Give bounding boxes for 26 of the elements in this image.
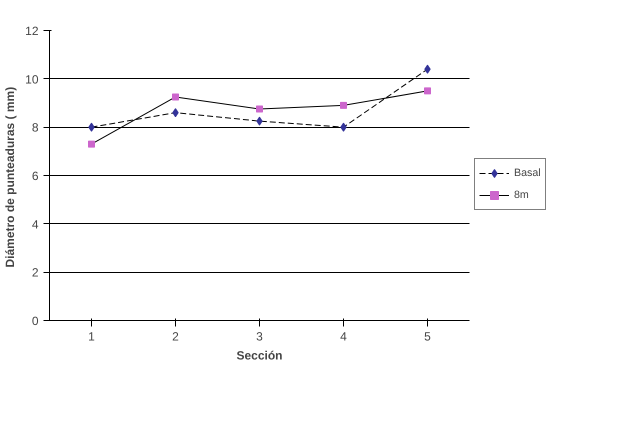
x-tick-label: 4: [340, 330, 348, 344]
point: [88, 140, 95, 148]
y-axis-title: Diámetro de punteaduras ( mm): [3, 86, 18, 268]
point: [256, 116, 263, 126]
x-tick-label: 2: [172, 330, 180, 344]
point: [172, 108, 179, 118]
point: [424, 87, 431, 94]
point: [340, 122, 347, 132]
y-tick-label: 8: [32, 120, 39, 135]
legend-label: 8m: [514, 189, 530, 201]
point: [424, 64, 431, 74]
point: [172, 93, 179, 100]
y-tick-label: 4: [32, 217, 39, 232]
legend-label: Basal: [514, 167, 541, 179]
y-tick-label: 2: [32, 266, 39, 280]
x-tick-label: 3: [256, 330, 264, 344]
point: [256, 106, 263, 113]
y-tick-label: 0: [32, 314, 39, 328]
point: [340, 102, 347, 109]
x-axis-title: Sección: [236, 348, 283, 362]
x-tick-label: 5: [424, 330, 432, 344]
y-tick-label: 12: [25, 24, 39, 38]
y-tick-label: 10: [25, 72, 39, 86]
y-tick-label: 6: [32, 169, 39, 183]
point: [88, 122, 95, 132]
x-tick-label: 1: [88, 330, 96, 344]
